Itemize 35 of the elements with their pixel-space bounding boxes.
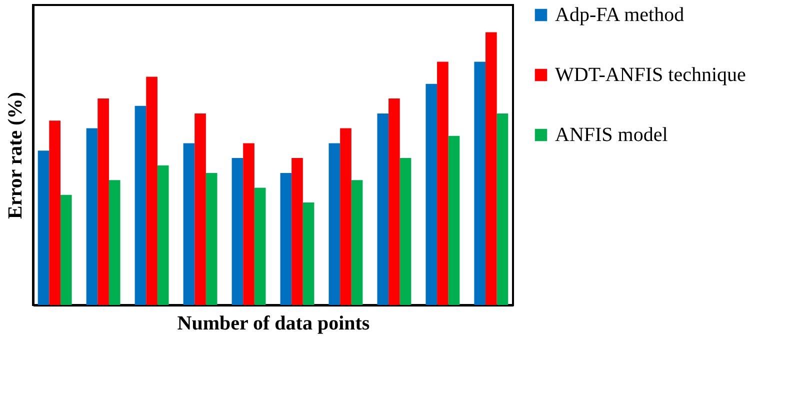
bar bbox=[426, 84, 438, 305]
bar bbox=[108, 180, 120, 305]
bar bbox=[474, 62, 486, 305]
legend-label: ANFIS model bbox=[555, 124, 668, 146]
bar bbox=[194, 114, 206, 305]
bar bbox=[86, 128, 98, 305]
legend-label: WDT-ANFIS technique bbox=[555, 64, 746, 86]
bar bbox=[448, 136, 460, 305]
bar bbox=[134, 106, 146, 305]
bar bbox=[486, 32, 497, 305]
bar bbox=[292, 158, 303, 305]
bar bbox=[351, 180, 363, 305]
bar bbox=[328, 143, 340, 305]
bar bbox=[157, 165, 169, 305]
bar bbox=[400, 158, 412, 305]
bar bbox=[302, 202, 314, 305]
y-axis-title: Error rate (%) bbox=[4, 92, 26, 219]
bar bbox=[437, 62, 448, 305]
legend-label: Adp-FA method bbox=[555, 4, 684, 26]
bar bbox=[183, 143, 195, 305]
bar bbox=[340, 128, 352, 305]
bar bbox=[243, 143, 254, 305]
bar bbox=[60, 194, 72, 305]
bar bbox=[254, 188, 266, 305]
bar bbox=[232, 158, 244, 305]
bar bbox=[377, 114, 389, 305]
bar bbox=[38, 150, 50, 305]
bar bbox=[49, 120, 60, 305]
bar bbox=[496, 114, 508, 305]
bar bbox=[98, 98, 109, 305]
bar bbox=[146, 76, 158, 305]
bar bbox=[388, 98, 400, 305]
x-axis-title: Number of data points bbox=[177, 312, 370, 334]
bar bbox=[206, 173, 218, 305]
bar bbox=[280, 173, 292, 305]
